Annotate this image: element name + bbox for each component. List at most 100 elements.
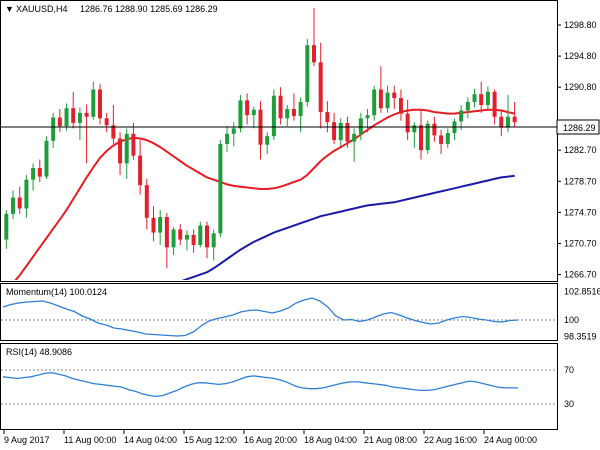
price-axis-label: 1266.70 xyxy=(564,270,597,280)
symbol-label: XAUUSD,H4 xyxy=(16,4,68,14)
candle xyxy=(318,42,323,129)
candle-body xyxy=(432,123,437,136)
candle-body xyxy=(445,133,450,144)
candle xyxy=(164,213,169,269)
candle xyxy=(439,129,444,155)
candle-body xyxy=(24,179,29,209)
candle xyxy=(44,136,49,179)
candle xyxy=(204,221,209,259)
candle-body xyxy=(225,133,230,144)
time-axis-label: 22 Aug 16:00 xyxy=(424,435,477,445)
time-axis-label: 11 Aug 00:00 xyxy=(64,435,116,445)
candle-body xyxy=(151,217,156,233)
candle xyxy=(178,224,183,246)
price-axis-label: 1278.70 xyxy=(564,176,597,186)
candle xyxy=(57,108,62,133)
candle-body xyxy=(204,225,209,248)
candle-body xyxy=(131,133,136,156)
candle xyxy=(425,120,430,155)
candle-body xyxy=(211,233,216,248)
candle xyxy=(77,107,82,141)
candle xyxy=(265,132,270,155)
candle xyxy=(298,97,303,133)
candle-body xyxy=(31,168,36,180)
candle-body xyxy=(118,138,123,164)
price-axis-label: 1290.80 xyxy=(564,82,597,92)
candle-body xyxy=(459,110,464,122)
candle xyxy=(91,81,96,120)
candle xyxy=(485,86,490,109)
candle xyxy=(412,122,417,148)
momentum-axis-label: 102.8516 xyxy=(564,286,600,296)
candle-body xyxy=(505,116,510,128)
candle-body xyxy=(84,112,89,117)
ma-slow-line xyxy=(181,174,515,280)
candle xyxy=(465,97,470,119)
candle-body xyxy=(44,140,49,177)
candle-body xyxy=(265,136,270,145)
candle-body xyxy=(499,116,504,128)
momentum-pane-border xyxy=(0,283,558,341)
time-axis-label: 14 Aug 04:00 xyxy=(124,435,177,445)
candle xyxy=(372,85,377,121)
candle xyxy=(11,190,16,220)
candle-body xyxy=(392,92,397,99)
candle xyxy=(452,118,457,141)
candle-body xyxy=(77,112,82,123)
candle-body xyxy=(512,116,517,123)
candle-body xyxy=(405,113,410,133)
candle xyxy=(305,38,310,107)
candle-body xyxy=(71,108,76,123)
candle-body xyxy=(231,128,236,134)
momentum-axis-label: 98.3519 xyxy=(564,331,597,341)
rsi-axis-label: 70 xyxy=(564,365,574,375)
candle xyxy=(184,230,189,251)
time-axis-label: 15 Aug 12:00 xyxy=(184,435,237,445)
candle-body xyxy=(218,143,223,234)
price-axis-label: 1294.80 xyxy=(564,51,597,61)
candle xyxy=(285,105,290,127)
candle xyxy=(31,163,36,191)
current-price-tag xyxy=(556,119,600,135)
candle xyxy=(338,118,343,147)
candle xyxy=(17,186,22,214)
price-axis-label: 1298.80 xyxy=(564,20,597,30)
candle xyxy=(405,99,410,141)
rsi-axis: 70 30 xyxy=(564,365,574,409)
candle-body xyxy=(325,112,330,123)
candle xyxy=(479,81,484,113)
candle-body xyxy=(17,197,22,209)
rsi-pane-border xyxy=(0,343,558,430)
time-axis-label: 9 Aug 2017 xyxy=(4,435,50,445)
candle-body xyxy=(398,98,403,114)
candle xyxy=(472,88,477,108)
candle-body xyxy=(11,197,16,214)
rsi-axis-label: 30 xyxy=(564,399,574,409)
candle xyxy=(325,101,330,133)
momentum-axis: 102.8516 100 98.3519 xyxy=(564,286,600,341)
candle xyxy=(271,89,276,141)
candle xyxy=(104,112,109,133)
price-axis: 1298.80 1294.80 1290.80 1282.70 1278.70 1274.… xyxy=(557,20,597,280)
time-axis-label: 16 Aug 20:00 xyxy=(244,435,297,445)
candle-body xyxy=(412,125,417,133)
candle-body xyxy=(158,217,163,233)
candle-body xyxy=(312,45,317,63)
candle-body xyxy=(91,89,96,117)
candle xyxy=(499,110,504,137)
candle-body xyxy=(358,118,363,134)
candle xyxy=(225,126,230,152)
candle xyxy=(238,94,243,133)
title-arrow[interactable]: ▼ xyxy=(5,4,14,14)
candle-body xyxy=(144,185,149,218)
candle-body xyxy=(138,155,143,186)
candle xyxy=(332,112,337,144)
candle xyxy=(358,112,363,141)
candle-body xyxy=(184,234,189,240)
candle xyxy=(144,178,149,230)
candle xyxy=(505,94,510,133)
candle xyxy=(118,132,123,176)
candle xyxy=(251,106,256,129)
candle-body xyxy=(37,168,42,177)
